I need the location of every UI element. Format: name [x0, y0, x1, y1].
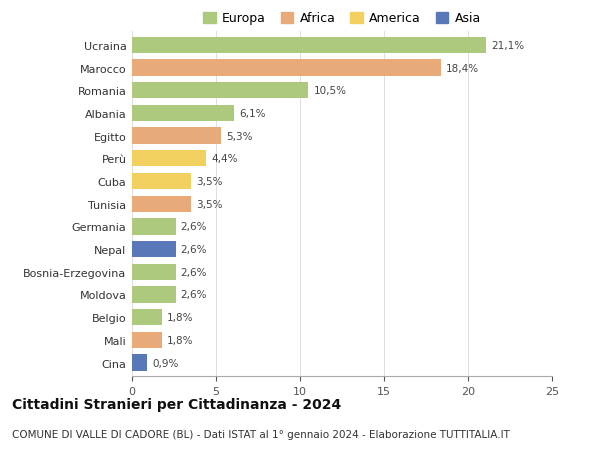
Bar	[132, 196, 191, 213]
Bar	[132, 264, 176, 280]
Bar	[132, 355, 147, 371]
Bar	[132, 83, 308, 99]
Text: 6,1%: 6,1%	[239, 109, 266, 119]
Bar	[132, 60, 441, 77]
Text: 1,8%: 1,8%	[167, 313, 194, 323]
Bar	[132, 151, 206, 167]
Bar	[132, 219, 176, 235]
Bar	[132, 309, 162, 325]
Text: Cittadini Stranieri per Cittadinanza - 2024: Cittadini Stranieri per Cittadinanza - 2…	[12, 397, 341, 411]
Text: 3,5%: 3,5%	[196, 199, 223, 209]
Text: 1,8%: 1,8%	[167, 335, 194, 345]
Text: 18,4%: 18,4%	[446, 63, 479, 73]
Bar	[132, 241, 176, 257]
Bar	[132, 128, 221, 145]
Text: 2,6%: 2,6%	[181, 267, 207, 277]
Text: 2,6%: 2,6%	[181, 222, 207, 232]
Text: 4,4%: 4,4%	[211, 154, 238, 164]
Bar	[132, 106, 235, 122]
Legend: Europa, Africa, America, Asia: Europa, Africa, America, Asia	[198, 7, 486, 30]
Text: 2,6%: 2,6%	[181, 290, 207, 300]
Bar	[132, 332, 162, 348]
Text: 2,6%: 2,6%	[181, 245, 207, 255]
Text: 5,3%: 5,3%	[226, 131, 253, 141]
Bar	[132, 287, 176, 303]
Text: 3,5%: 3,5%	[196, 177, 223, 187]
Text: 21,1%: 21,1%	[491, 41, 524, 50]
Text: 0,9%: 0,9%	[152, 358, 179, 368]
Bar	[132, 174, 191, 190]
Bar	[132, 38, 487, 54]
Text: 10,5%: 10,5%	[313, 86, 346, 96]
Text: COMUNE DI VALLE DI CADORE (BL) - Dati ISTAT al 1° gennaio 2024 - Elaborazione TU: COMUNE DI VALLE DI CADORE (BL) - Dati IS…	[12, 429, 510, 439]
